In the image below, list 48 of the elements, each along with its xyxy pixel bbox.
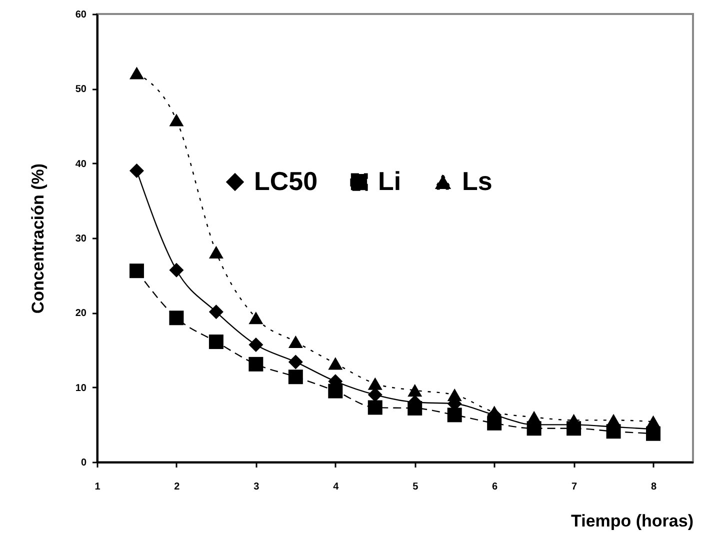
y-tick-label: 10: [75, 382, 87, 394]
y-tick-label: 20: [75, 308, 87, 320]
point: [129, 164, 144, 178]
point: [288, 354, 303, 370]
x-tick-label: 6: [492, 482, 498, 492]
x-axis-title: Tiempo (horas): [571, 512, 694, 530]
point: [646, 426, 661, 441]
y-tick-label: 30: [75, 234, 87, 244]
point: [368, 377, 382, 390]
point: [129, 66, 144, 80]
point: [129, 264, 144, 278]
y-tick-label: 0: [80, 458, 87, 468]
point: [447, 408, 462, 422]
point: [408, 400, 422, 416]
point: [208, 334, 224, 350]
point: [208, 246, 224, 258]
point: [368, 388, 382, 402]
point: [169, 310, 184, 326]
point: [169, 262, 184, 278]
y-tick-label: 60: [75, 10, 87, 20]
x-tick-label: 8: [650, 482, 657, 492]
x-tick-label: 3: [254, 482, 260, 492]
point: [208, 304, 224, 320]
x-tick-label: 4: [333, 482, 340, 492]
point: [248, 338, 264, 352]
point: [447, 388, 462, 402]
x-tick-label: 1: [94, 482, 101, 492]
x-tick-label: 5: [412, 482, 419, 492]
point: [646, 415, 661, 428]
point: [408, 384, 422, 397]
point: [248, 312, 264, 324]
point: [169, 114, 184, 126]
point: [288, 336, 303, 348]
point: [328, 384, 343, 398]
y-tick-label: 50: [75, 84, 87, 96]
point: [526, 410, 542, 424]
point: [328, 357, 343, 370]
point: [288, 370, 303, 384]
x-tick-label: 2: [174, 482, 180, 492]
legend-label: LC50: [254, 166, 318, 196]
legend-label: Ls: [462, 166, 492, 196]
y-tick-label: 40: [75, 158, 87, 170]
legend-label: Li: [378, 166, 402, 196]
point: [606, 414, 621, 426]
y-axis-title: Concentración (%): [28, 163, 48, 314]
x-tick-label: 7: [572, 482, 578, 492]
point: [368, 400, 382, 415]
point: [248, 356, 264, 372]
